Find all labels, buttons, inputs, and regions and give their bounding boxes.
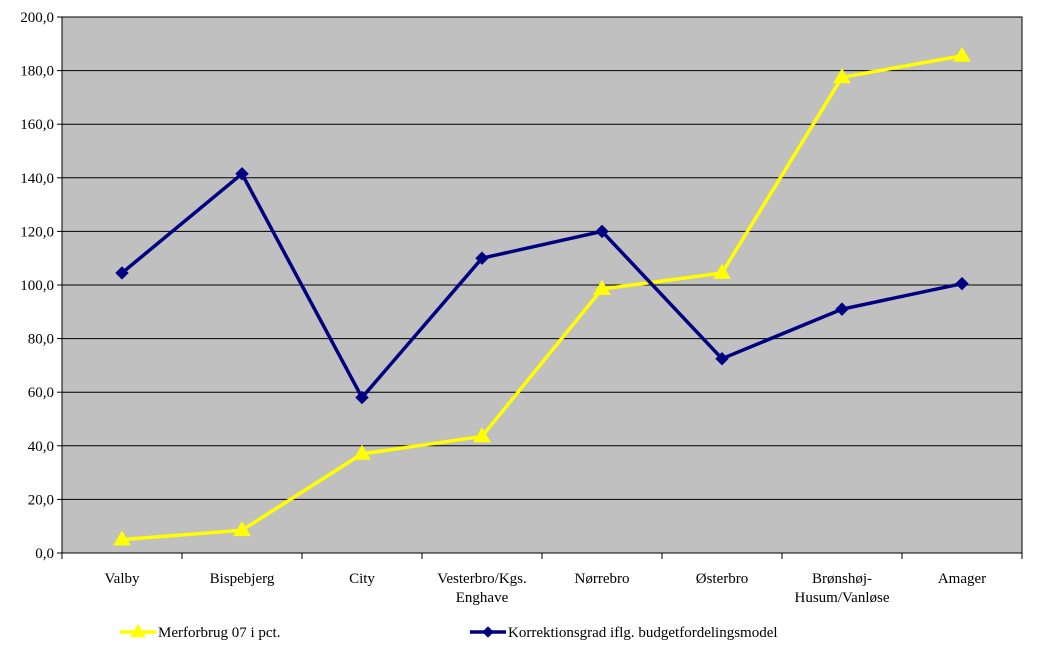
x-tick-label: Amager [938, 571, 986, 587]
series-line [120, 171, 963, 401]
legend-marker [130, 623, 146, 638]
y-tick-label: 40,0 [28, 439, 54, 455]
data-point [113, 530, 131, 546]
data-point [713, 263, 731, 279]
data-point [833, 68, 851, 84]
x-tick-label: City [349, 571, 375, 587]
legend: Merforbrug 07 i pct. Korrektionsgrad iflg… [120, 623, 778, 641]
data-point [835, 302, 849, 316]
x-tick-label: Nørrebro [575, 571, 630, 587]
data-point [715, 351, 729, 366]
y-tick-label: 180,0 [20, 64, 54, 80]
x-tick-label: Østerbro [696, 571, 749, 587]
gridlines [62, 70, 1022, 500]
legend-label: Merforbrug 07 i pct. [158, 625, 280, 641]
y-tick-label: 120,0 [20, 224, 54, 240]
data-point [473, 427, 491, 443]
x-tick-label: Vesterbro/Kgs. Enghave [437, 571, 527, 606]
y-tick-label: 60,0 [28, 385, 54, 401]
y-tick-label: 200,0 [20, 10, 54, 26]
series-line [121, 54, 963, 542]
series-layer [113, 46, 971, 546]
legend-label: Korrektionsgrad iflg. budgetfordelingsmo… [508, 625, 778, 641]
data-point [475, 251, 489, 265]
x-axis: Valby Bispebjerg City Vesterbro/Kgs. Enghave… [61, 553, 1023, 606]
x-tick-label: Bispebjerg [210, 571, 275, 587]
data-point [595, 224, 609, 239]
data-point [233, 521, 251, 537]
x-tick-label: Brønshøj-Husum/Vanløse [795, 571, 890, 606]
y-tick-label: 140,0 [20, 171, 54, 187]
data-point [955, 276, 969, 291]
data-point [593, 279, 611, 295]
data-point [355, 390, 369, 405]
y-axis: 0,0 20,0 40,0 60,0 80,0 100,0 120,0 140,0 160,0 1… [20, 10, 62, 562]
data-point [353, 444, 371, 460]
data-point [235, 167, 249, 181]
data-point [115, 266, 129, 280]
y-tick-label: 160,0 [20, 117, 54, 133]
y-tick-label: 100,0 [20, 278, 54, 294]
y-tick-label: 80,0 [28, 332, 54, 348]
data-point [953, 46, 971, 62]
x-tick-label: Valby [105, 571, 140, 587]
y-tick-label: 20,0 [28, 492, 54, 508]
legend-marker [482, 626, 494, 638]
y-tick-label: 0,0 [35, 546, 54, 562]
